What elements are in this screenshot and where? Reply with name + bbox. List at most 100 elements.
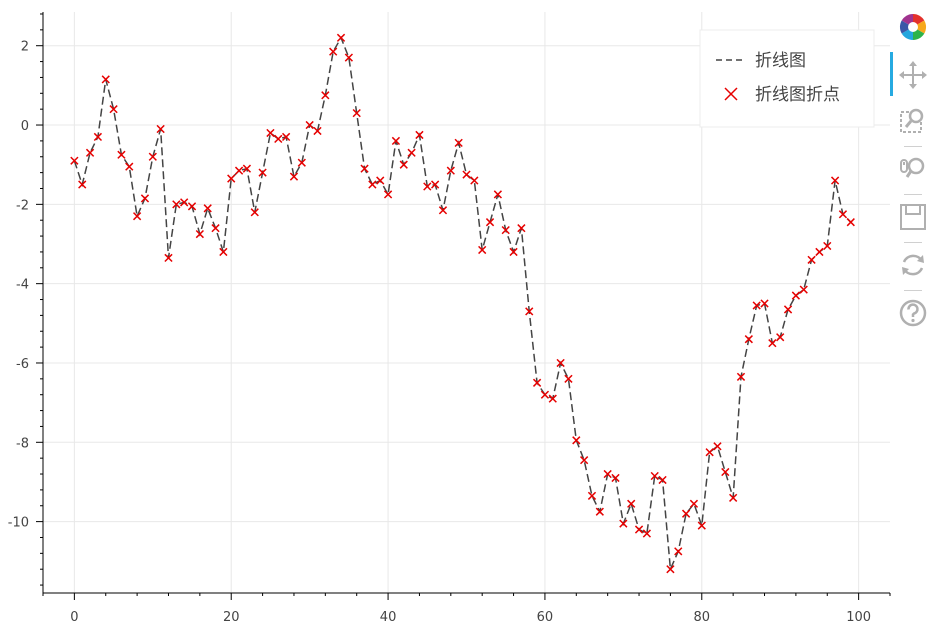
data-point-marker	[211, 224, 220, 233]
box-zoom-tool[interactable]	[898, 106, 928, 136]
data-point-marker	[391, 136, 401, 146]
help-tool[interactable]	[898, 298, 928, 328]
legend: 折线图 折线图折点	[699, 29, 875, 128]
data-point-marker	[227, 174, 236, 183]
data-point-marker	[187, 202, 197, 211]
data-point-marker	[485, 218, 495, 227]
data-point-marker	[650, 471, 659, 481]
data-point-marker	[438, 206, 448, 215]
data-point-marker	[352, 108, 361, 118]
data-point-marker	[721, 467, 730, 477]
data-point-marker	[729, 493, 738, 502]
data-point-marker	[674, 547, 683, 556]
data-point-marker	[109, 105, 118, 114]
data-point-marker	[454, 138, 463, 148]
data-point-marker	[611, 473, 620, 483]
y-tick-label: 0	[21, 119, 29, 134]
x-tick-label: 80	[694, 610, 711, 625]
y-tick-label: -2	[16, 198, 29, 213]
box-zoom-icon	[900, 108, 924, 133]
toolbar-divider	[904, 242, 922, 243]
data-point-marker	[760, 299, 769, 308]
y-tick-label: -4	[16, 278, 29, 293]
data-point-marker	[383, 190, 393, 199]
data-point-marker	[180, 198, 189, 207]
data-point-marker	[540, 390, 550, 399]
data-point-marker	[399, 160, 408, 169]
bokeh-logo[interactable]	[898, 12, 928, 42]
data-point-marker	[752, 301, 761, 310]
data-point-marker	[532, 378, 542, 387]
x-tick-label: 60	[537, 610, 554, 625]
data-point-marker	[493, 190, 503, 199]
data-point-marker	[415, 130, 424, 140]
x-tick-label: 40	[380, 610, 397, 625]
reset-tool[interactable]	[898, 250, 928, 280]
data-point-marker	[281, 132, 291, 142]
data-point-marker	[564, 374, 573, 383]
data-point-marker	[517, 224, 526, 233]
data-point-marker	[791, 291, 801, 300]
data-point-marker	[587, 491, 597, 500]
save-icon	[900, 204, 926, 230]
data-point-marker	[462, 170, 471, 179]
data-point-marker	[619, 519, 628, 528]
data-point-marker	[838, 210, 848, 219]
data-point-marker	[344, 53, 353, 62]
data-point-marker	[681, 509, 691, 518]
toolbar-divider	[904, 290, 922, 291]
wheel-zoom-tool[interactable]	[898, 154, 928, 184]
data-point-marker	[156, 124, 165, 134]
toolbar-divider	[904, 194, 922, 195]
data-point-marker	[274, 134, 283, 144]
y-tick-label: -10	[8, 516, 29, 531]
data-point-marker	[736, 372, 746, 381]
data-point-marker	[830, 176, 840, 185]
data-point-marker	[172, 200, 181, 209]
data-point-marker	[250, 208, 259, 217]
data-point-marker	[689, 499, 699, 508]
data-point-marker	[509, 247, 518, 257]
data-point-marker	[258, 168, 267, 177]
data-point-marker	[297, 158, 306, 167]
data-point-marker	[219, 247, 228, 257]
data-point-marker	[580, 456, 589, 465]
data-point-marker	[572, 436, 581, 445]
data-point-marker	[70, 156, 79, 165]
toolbar	[890, 8, 938, 338]
y-tick-label: 2	[21, 40, 29, 55]
data-point-marker	[195, 229, 204, 239]
data-point-marker	[164, 253, 173, 263]
data-point-marker	[595, 507, 604, 516]
data-point-marker	[336, 33, 346, 42]
data-point-marker	[815, 247, 824, 257]
data-point-marker	[78, 180, 87, 189]
data-point-marker	[642, 529, 652, 538]
data-point-marker	[313, 126, 322, 136]
wheel-zoom-icon	[900, 157, 925, 178]
data-point-marker	[603, 469, 612, 479]
data-point-marker	[430, 180, 440, 189]
data-point-marker	[783, 305, 793, 314]
data-point-marker	[666, 565, 675, 574]
data-point-marker	[658, 475, 667, 485]
save-tool[interactable]	[898, 202, 928, 232]
data-point-marker	[376, 176, 385, 185]
data-point-marker	[627, 499, 636, 508]
reset-icon	[902, 254, 924, 276]
data-point-marker	[478, 245, 487, 255]
data-layer	[70, 33, 855, 574]
y-tick-label: -8	[16, 436, 29, 451]
pan-tool[interactable]	[898, 60, 928, 90]
y-tick-label: -6	[16, 357, 29, 372]
data-point-marker	[423, 182, 432, 191]
series-line	[73, 36, 852, 570]
x-tick-label: 0	[70, 610, 78, 625]
bokeh-logo-icon	[899, 13, 927, 41]
data-point-marker	[305, 120, 314, 130]
data-point-marker	[634, 525, 644, 534]
data-point-marker	[705, 448, 714, 457]
data-point-marker	[525, 307, 534, 316]
